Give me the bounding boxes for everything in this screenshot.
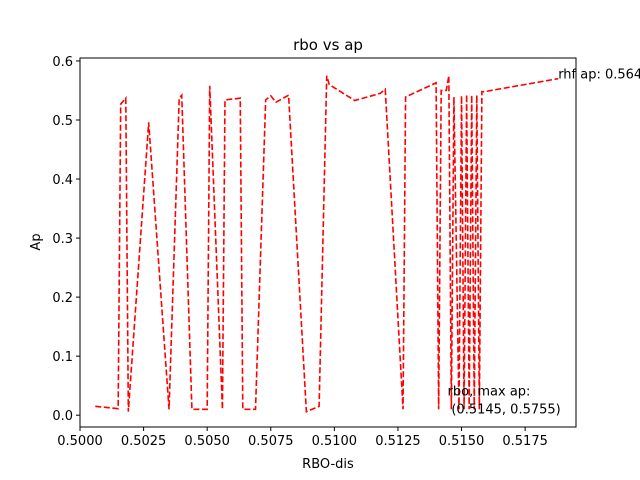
axis-ticks: 0.5000 0.5025 0.5050 0.5075 0.5100 0.5125 0.51… <box>52 55 548 449</box>
annotation-text: (0.5145, 0.5755) <box>451 402 560 417</box>
x-tick-label: 0.5000 <box>57 434 103 449</box>
x-tick-label: 0.5075 <box>248 434 294 449</box>
series-line <box>95 75 559 413</box>
y-tick-label: 0.6 <box>52 55 73 70</box>
plot-lines <box>95 75 559 413</box>
y-axis-label: Ap <box>29 233 44 250</box>
x-tick-label: 0.5175 <box>502 434 548 449</box>
y-tick-label: 0.1 <box>52 350 73 365</box>
y-tick-label: 0.4 <box>52 173 73 188</box>
y-tick-label: 0.2 <box>52 291 73 306</box>
x-tick-label: 0.5025 <box>121 434 167 449</box>
chart-title: rbo vs ap <box>293 36 363 54</box>
x-tick-label: 0.5100 <box>312 434 358 449</box>
annotations: rhf ap: 0.564 rbo, max ap: (0.5145, 0.5755… <box>448 68 640 418</box>
y-tick-label: 0.0 <box>52 409 73 424</box>
annotation-text: rbo, max ap: <box>448 385 531 400</box>
annotation-text: rhf ap: 0.564 <box>558 68 640 83</box>
y-tick-label: 0.5 <box>52 114 73 129</box>
x-tick-label: 0.5125 <box>375 434 421 449</box>
x-tick-label: 0.5150 <box>439 434 485 449</box>
x-axis-label: RBO-dis <box>302 457 354 472</box>
y-tick-label: 0.3 <box>52 232 73 247</box>
x-tick-label: 0.5050 <box>184 434 230 449</box>
plot-frame <box>79 57 577 428</box>
